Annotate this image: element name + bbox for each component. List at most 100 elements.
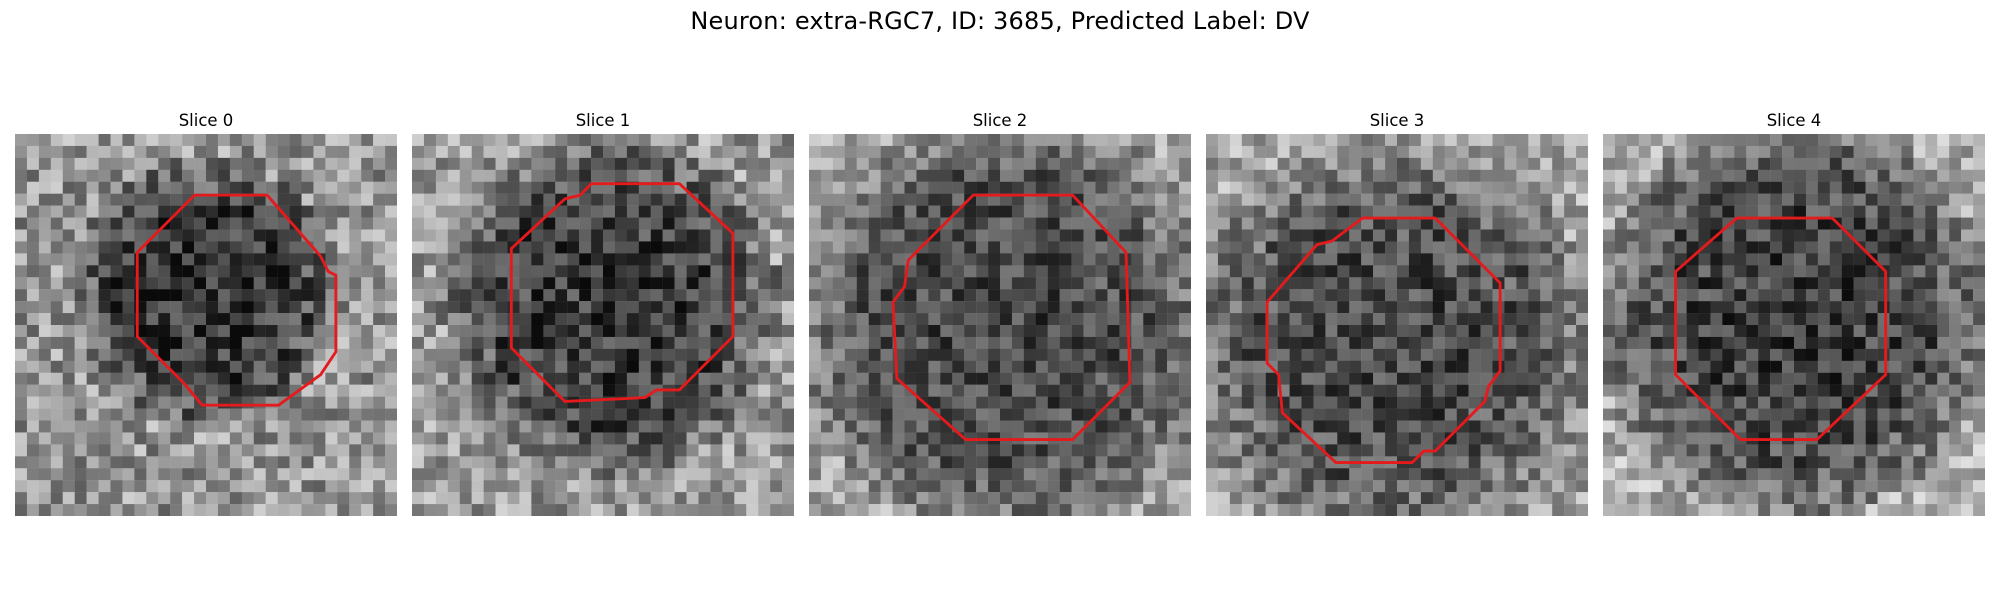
pixel <box>313 313 326 326</box>
pixel <box>1603 229 1616 242</box>
pixel <box>1770 325 1783 338</box>
pixel <box>626 432 640 445</box>
pixel <box>447 277 460 290</box>
pixel <box>916 217 929 230</box>
pixel <box>1301 229 1314 242</box>
pixel <box>26 253 40 266</box>
pixel <box>1937 205 1950 218</box>
pixel <box>892 301 905 314</box>
pixel <box>1746 325 1759 338</box>
pixel <box>483 205 496 218</box>
pixel <box>471 289 484 302</box>
pixel <box>38 396 52 409</box>
pixel <box>1047 396 1060 409</box>
pixel <box>1650 444 1663 457</box>
pixel <box>940 193 953 206</box>
pixel <box>253 468 266 481</box>
pixel <box>241 145 254 159</box>
pixel <box>1877 157 1890 171</box>
pixel <box>603 169 616 182</box>
pixel <box>964 372 977 385</box>
pixel <box>1131 193 1144 206</box>
pixel <box>62 456 75 469</box>
pixel <box>1289 229 1302 242</box>
pixel <box>253 348 266 362</box>
pixel <box>1059 265 1072 278</box>
pixel <box>1325 169 1338 182</box>
pixel <box>1107 372 1120 385</box>
pixel <box>158 169 171 182</box>
pixel <box>1095 468 1108 481</box>
pixel <box>1913 420 1926 433</box>
pixel <box>206 277 219 290</box>
pixel <box>579 265 592 278</box>
pixel <box>603 408 616 421</box>
pixel <box>1155 134 1168 147</box>
pixel <box>289 372 302 385</box>
pixel <box>567 277 580 290</box>
pixel <box>1722 348 1735 362</box>
pixel <box>1083 480 1096 493</box>
pixel <box>650 420 663 433</box>
pixel <box>1000 134 1013 147</box>
pixel <box>770 504 783 516</box>
pixel <box>1206 169 1219 182</box>
pixel <box>567 468 580 481</box>
pixel <box>1456 157 1469 171</box>
pixel <box>110 456 123 469</box>
pixel <box>1143 360 1156 373</box>
pixel <box>1901 277 1914 290</box>
pixel <box>591 420 604 433</box>
pixel <box>206 384 219 397</box>
pixel <box>1576 325 1588 338</box>
pixel <box>1877 134 1890 147</box>
pixel <box>483 157 496 171</box>
pixel <box>471 325 484 338</box>
pixel <box>361 360 374 373</box>
pixel <box>1408 480 1422 493</box>
pixel <box>1480 396 1493 409</box>
pixel <box>289 241 302 254</box>
pixel <box>1889 217 1902 230</box>
pixel <box>710 253 723 266</box>
pixel <box>1119 384 1132 397</box>
pixel <box>928 241 941 254</box>
pixel <box>241 396 254 409</box>
pixel <box>1408 169 1422 182</box>
pixel <box>1277 145 1290 159</box>
pixel <box>868 468 881 481</box>
pixel <box>1552 420 1565 433</box>
pixel <box>412 408 425 421</box>
pixel <box>1468 504 1481 516</box>
pixel <box>170 169 183 182</box>
pixel <box>361 277 374 290</box>
pixel <box>1614 336 1628 350</box>
pixel <box>1456 169 1469 182</box>
pixel <box>1047 456 1060 469</box>
pixel <box>988 241 1001 254</box>
pixel <box>361 384 374 397</box>
pixel <box>412 157 425 171</box>
pixel <box>1083 396 1096 409</box>
pixel <box>1011 253 1025 266</box>
pixel <box>1253 360 1266 373</box>
pixel <box>1011 241 1025 254</box>
pixel <box>892 492 905 505</box>
pixel <box>459 134 472 147</box>
pixel <box>614 408 628 421</box>
pixel <box>1698 360 1711 373</box>
pixel <box>1686 444 1699 457</box>
pixel <box>122 241 135 254</box>
pixel <box>1229 289 1243 302</box>
pixel <box>1710 301 1723 314</box>
pixel <box>1432 134 1445 147</box>
pixel <box>170 229 183 242</box>
pixel <box>447 241 460 254</box>
pixel <box>710 277 723 290</box>
pixel <box>1179 336 1191 350</box>
pixel <box>182 217 195 230</box>
pixel <box>325 253 338 266</box>
pixel <box>519 384 532 397</box>
pixel <box>567 492 580 505</box>
pixel <box>698 408 711 421</box>
